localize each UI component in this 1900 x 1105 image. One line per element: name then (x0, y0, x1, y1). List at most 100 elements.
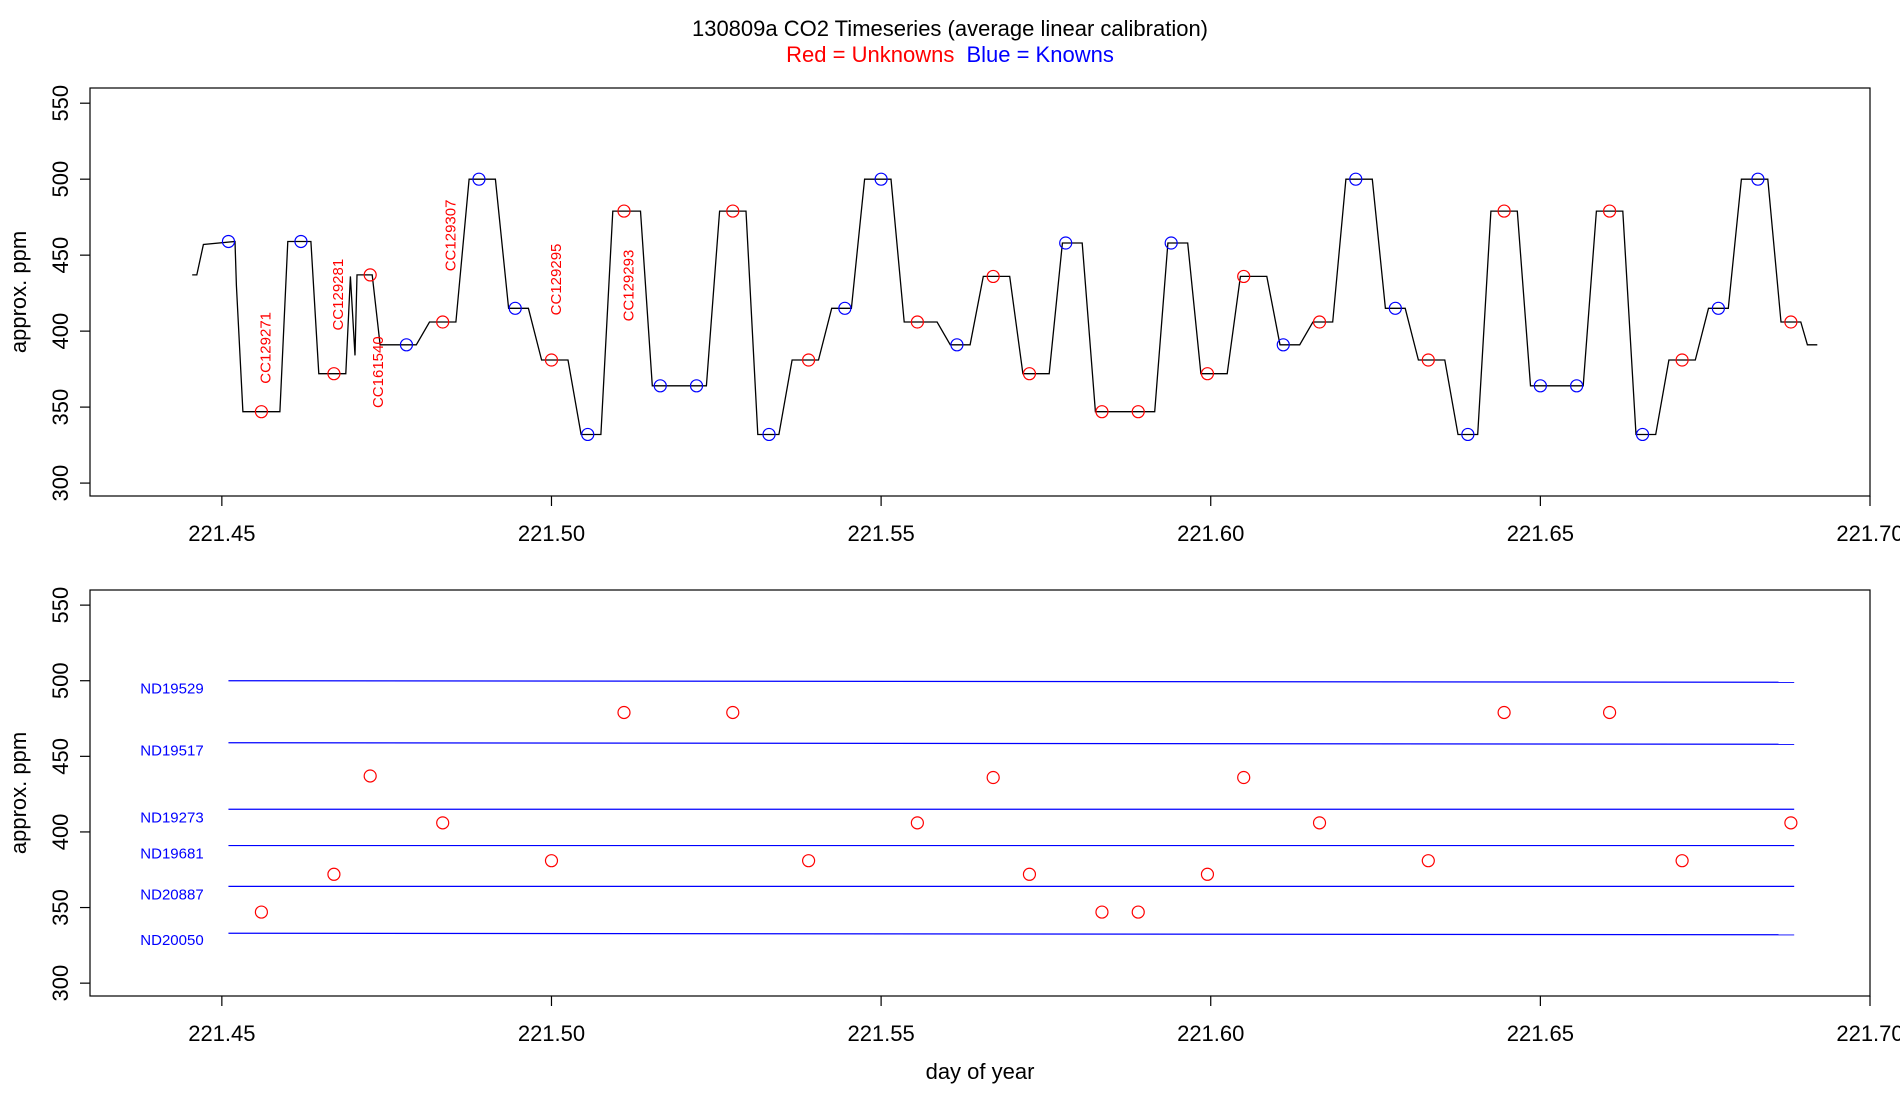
known-point (1276, 338, 1290, 352)
known-point (1570, 379, 1584, 393)
known-point (1533, 379, 1547, 393)
y-tick-label: 550 (48, 587, 73, 624)
x-tick-label: 221.55 (847, 521, 914, 546)
unknown-point (1131, 905, 1145, 919)
unknown-point (363, 769, 377, 783)
x-tick-label: 221.45 (188, 521, 255, 546)
unknown-point (544, 353, 559, 367)
unknown-point (801, 353, 816, 367)
unknown-point (986, 770, 1000, 785)
legend-red: Red = Unknowns (786, 42, 954, 67)
y-tick-label: 400 (48, 313, 73, 350)
y-axis-label: approx. ppm (6, 732, 31, 854)
unknown-point (436, 816, 450, 830)
unknown-point (726, 204, 740, 218)
unknown-point (327, 867, 341, 881)
sample-annotation: CC129295 (548, 244, 565, 316)
unknown-point (1784, 315, 1798, 329)
unknown-point (1022, 367, 1037, 381)
standard-line (228, 680, 1795, 683)
known-point (1388, 301, 1402, 315)
unknown-point (1602, 204, 1617, 218)
unknown-point (363, 268, 377, 282)
unknown-point (327, 367, 341, 381)
unknown-point (910, 315, 924, 329)
known-point (1461, 427, 1475, 442)
unknown-point (436, 315, 450, 329)
unknown-point (1022, 867, 1037, 881)
unknown-point (1784, 816, 1798, 830)
unknown-point (1675, 854, 1689, 868)
unknown-point (1421, 854, 1435, 868)
unknown-point (1095, 405, 1109, 419)
sample-annotation: CC161540 (370, 336, 387, 408)
x-axis-label: day of year (926, 1059, 1035, 1084)
y-tick-label: 350 (48, 889, 73, 926)
unknown-point (801, 854, 816, 868)
unknown-point (1602, 705, 1617, 720)
x-tick-label: 221.50 (518, 521, 585, 546)
x-tick-label: 221.65 (1507, 521, 1574, 546)
unknown-point (1200, 367, 1215, 381)
y-tick-label: 450 (48, 237, 73, 274)
y-tick-label: 350 (48, 389, 73, 426)
timeseries-panel: 221.45 221.50 221.55 221.60 221.65 221.70 300 3… (6, 85, 1900, 546)
known-point (1164, 236, 1178, 250)
unknown-point (986, 269, 1000, 284)
standard-label: ND19681 (140, 846, 203, 863)
standard-label: ND20050 (140, 932, 203, 949)
known-point (762, 427, 776, 442)
y-tick-label: 500 (48, 161, 73, 198)
standard-label: ND19529 (140, 681, 203, 698)
x-tick-label: 221.60 (1177, 1021, 1244, 1046)
known-point (950, 338, 964, 352)
y-tick-label: 400 (48, 814, 73, 851)
unknown-point (910, 816, 924, 830)
known-point (1711, 301, 1725, 315)
known-point (294, 234, 308, 249)
unknown-point (1237, 269, 1251, 284)
known-point (221, 234, 236, 249)
known-point (508, 301, 522, 315)
chart-title: 130809a CO2 Timeseries (average linear c… (692, 16, 1208, 41)
known-point (838, 301, 852, 315)
standard-line (228, 932, 1795, 936)
unknown-point (1312, 816, 1327, 830)
unknown-point (1421, 353, 1435, 367)
x-tick-label: 221.70 (1836, 521, 1900, 546)
y-tick-label: 550 (48, 85, 73, 122)
known-point (472, 172, 486, 186)
unknown-point (1312, 315, 1327, 329)
x-tick-label: 221.65 (1507, 1021, 1574, 1046)
known-point (1059, 236, 1073, 250)
unknown-point (1675, 353, 1689, 367)
known-point (874, 172, 888, 186)
known-point (1635, 427, 1650, 442)
standard-label: ND20887 (140, 886, 203, 903)
x-tick-label: 221.60 (1177, 521, 1244, 546)
sample-annotation: CC129281 (330, 259, 347, 331)
known-point (581, 427, 595, 442)
sample-annotation: CC129271 (258, 312, 275, 384)
known-point (1751, 172, 1765, 186)
known-point (653, 379, 667, 393)
unknown-point (726, 705, 740, 720)
unknown-point (1497, 204, 1511, 218)
known-point (399, 338, 414, 352)
plot-frame (89, 589, 1871, 997)
y-tick-label: 500 (48, 662, 73, 699)
unknown-point (1095, 905, 1109, 919)
y-tick-label: 450 (48, 738, 73, 775)
unknown-point (617, 204, 631, 218)
standard-label: ND19273 (140, 809, 203, 826)
plot-frame (89, 87, 1871, 497)
sample-annotation: CC129307 (442, 200, 459, 272)
legend-blue: Blue = Knowns (966, 42, 1113, 67)
unknown-point (544, 854, 559, 868)
unknown-point (1131, 405, 1145, 419)
unknown-point (1200, 867, 1215, 881)
unknown-point (1497, 705, 1511, 720)
unknown-point (254, 905, 269, 919)
y-tick-label: 300 (48, 465, 73, 502)
